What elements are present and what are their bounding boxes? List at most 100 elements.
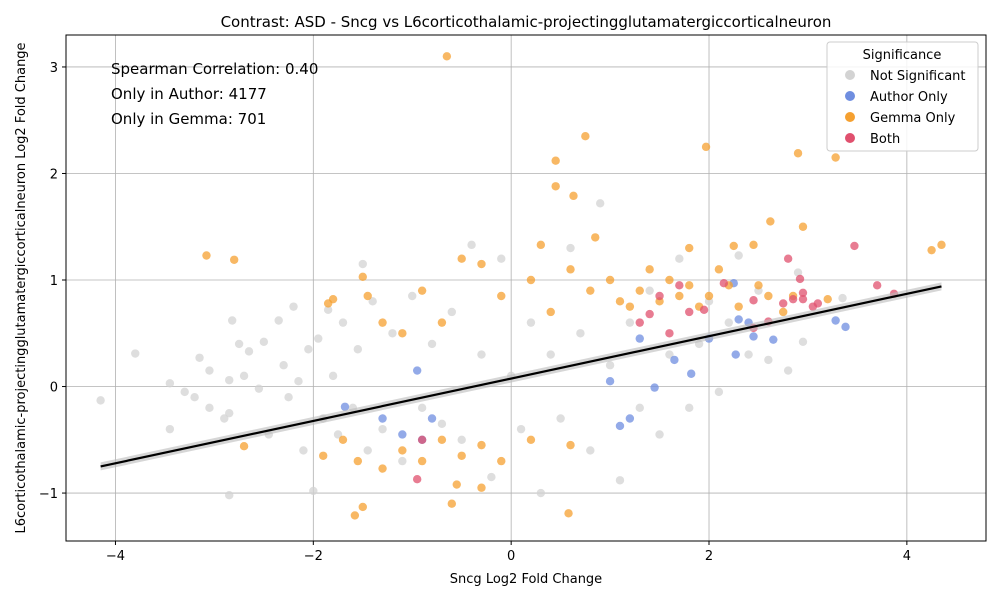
- point-gemma-only: [569, 191, 578, 201]
- point-gemma-only: [338, 435, 348, 444]
- point-not-significant: [338, 318, 348, 327]
- spearman-annotation: Spearman Correlation: 0.40: [111, 60, 318, 78]
- point-gemma-only: [937, 240, 946, 250]
- point-gemma-only: [497, 291, 506, 301]
- point-gemma-only: [766, 217, 775, 226]
- point-not-significant: [566, 243, 575, 253]
- legend-marker-gemma-only: [845, 112, 855, 122]
- point-not-significant: [556, 414, 565, 423]
- point-not-significant: [487, 472, 496, 482]
- point-gemma-only: [749, 240, 758, 250]
- point-not-significant: [625, 318, 635, 327]
- point-not-significant: [333, 430, 343, 439]
- point-author-only: [398, 430, 407, 439]
- point-gemma-only: [605, 275, 615, 285]
- point-both: [788, 294, 798, 304]
- point-not-significant: [437, 419, 447, 429]
- regression-line: [100, 285, 942, 468]
- y-axis-label: L6corticothalamic-projectingglutamatergi…: [14, 42, 29, 533]
- point-gemma-only: [729, 241, 738, 251]
- legend-label-not-significant: Not Significant: [870, 69, 966, 84]
- point-gemma-only: [685, 281, 694, 290]
- point-gemma-only: [452, 480, 461, 489]
- point-author-only: [625, 414, 635, 423]
- point-gemma-only: [417, 286, 427, 295]
- point-not-significant: [96, 396, 105, 405]
- point-both: [749, 296, 758, 305]
- point-both: [699, 305, 709, 315]
- point-not-significant: [274, 316, 283, 325]
- point-both: [795, 274, 805, 284]
- point-gemma-only: [831, 153, 840, 162]
- point-gemma-only: [551, 156, 560, 165]
- point-gemma-only: [551, 182, 560, 191]
- point-gemma-only: [581, 132, 590, 141]
- point-gemma-only: [823, 294, 832, 304]
- point-gemma-only: [398, 329, 407, 338]
- point-both: [417, 435, 427, 444]
- point-both: [685, 307, 694, 317]
- point-gemma-only: [437, 435, 447, 444]
- y-tick-label: 3: [50, 61, 58, 76]
- point-gemma-only: [239, 441, 249, 451]
- point-both: [779, 299, 788, 308]
- point-not-significant: [467, 240, 476, 250]
- point-not-significant: [546, 350, 555, 359]
- y-tick-label: 0: [50, 381, 58, 396]
- point-not-significant: [724, 318, 733, 327]
- point-not-significant: [227, 316, 237, 325]
- point-gemma-only: [625, 302, 635, 311]
- point-not-significant: [363, 446, 372, 455]
- point-not-significant: [783, 366, 793, 375]
- point-both: [798, 294, 808, 304]
- point-gemma-only: [798, 222, 808, 231]
- point-both: [850, 241, 859, 251]
- point-both: [665, 329, 674, 338]
- point-gemma-only: [665, 275, 674, 285]
- plot-frame: [65, 34, 987, 542]
- point-not-significant: [497, 254, 506, 263]
- point-not-significant: [294, 377, 303, 386]
- point-gemma-only: [645, 265, 654, 274]
- point-not-significant: [635, 403, 644, 413]
- point-gemma-only: [714, 265, 724, 274]
- point-not-significant: [595, 199, 605, 208]
- point-both: [808, 302, 818, 311]
- x-tick-label: −4: [106, 549, 125, 564]
- point-not-significant: [798, 337, 808, 346]
- x-tick-label: 0: [507, 549, 515, 564]
- axis-ticks: −4 −2 0 2 4 −1 0 1 2 3: [39, 61, 911, 564]
- data-points: [96, 52, 946, 520]
- point-gemma-only: [779, 307, 788, 317]
- point-not-significant: [131, 349, 140, 358]
- point-gemma-only: [477, 259, 486, 269]
- author-only-annotation: Only in Author: 4177: [111, 85, 267, 103]
- point-gemma-only: [635, 286, 644, 295]
- point-not-significant: [225, 375, 234, 385]
- point-author-only: [378, 414, 387, 423]
- point-gemma-only: [328, 294, 338, 304]
- point-not-significant: [447, 307, 457, 317]
- point-not-significant: [234, 339, 244, 349]
- y-tick-label: 2: [50, 167, 58, 182]
- point-not-significant: [388, 329, 397, 338]
- point-not-significant: [368, 297, 377, 306]
- point-not-significant: [655, 430, 664, 439]
- point-not-significant: [205, 366, 214, 375]
- point-both: [783, 254, 793, 263]
- point-not-significant: [675, 254, 684, 263]
- chart-title: Contrast: ASD - Sncg vs L6corticothalami…: [221, 13, 832, 31]
- point-not-significant: [259, 337, 269, 346]
- point-not-significant: [314, 334, 323, 343]
- point-not-significant: [744, 350, 753, 359]
- point-author-only: [841, 322, 850, 332]
- point-not-significant: [289, 302, 298, 311]
- point-not-significant: [195, 353, 204, 362]
- point-author-only: [605, 377, 615, 386]
- point-not-significant: [615, 476, 625, 485]
- point-gemma-only: [358, 272, 367, 282]
- point-not-significant: [309, 486, 318, 496]
- point-author-only: [427, 414, 437, 423]
- point-gemma-only: [378, 464, 387, 473]
